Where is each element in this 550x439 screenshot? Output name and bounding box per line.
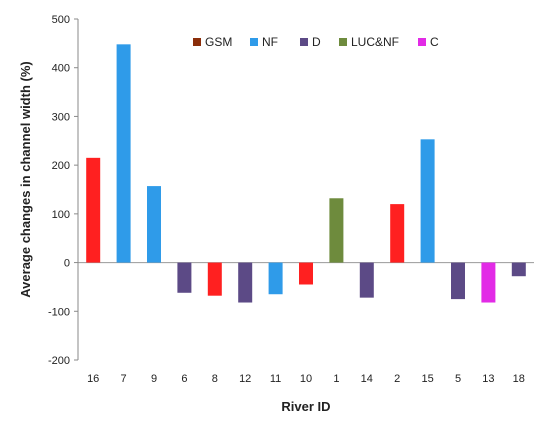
- y-axis-title: Average changes in channel width (%): [18, 61, 33, 297]
- bar-6: [177, 262, 192, 293]
- legend-swatch-gsm: [193, 38, 201, 46]
- x-tick-label: 12: [239, 373, 251, 385]
- bar-7: [116, 44, 131, 263]
- legend-label: D: [312, 35, 321, 49]
- bar-13: [481, 262, 496, 303]
- x-tick-label: 13: [482, 373, 494, 385]
- bar-2: [390, 204, 405, 263]
- y-tick-label: 0: [64, 258, 70, 270]
- x-axis-title: River ID: [281, 399, 330, 414]
- x-tick-label: 16: [87, 373, 99, 385]
- bars: [86, 44, 526, 303]
- x-tick-label: 11: [270, 373, 281, 385]
- legend-swatch-d: [300, 38, 308, 46]
- x-tick-label: 2: [394, 373, 400, 385]
- bar-14: [359, 262, 374, 298]
- legend-swatch-luc-nf: [339, 38, 347, 46]
- legend-label: LUC&NF: [351, 35, 399, 49]
- x-tick-label: 8: [212, 373, 218, 385]
- x-tick-label: 18: [513, 373, 525, 385]
- legend-swatch-nf: [250, 38, 258, 46]
- bar-16: [86, 157, 101, 263]
- bar-18: [511, 262, 526, 277]
- x-tick-label: 14: [361, 373, 373, 385]
- x-tick-label: 6: [181, 373, 187, 385]
- x-tick-label: 7: [121, 373, 127, 385]
- legend: GSM NF D LUC&NF C: [193, 35, 439, 49]
- y-tick-label: -100: [48, 306, 70, 318]
- y-tick-label: -200: [48, 355, 70, 367]
- y-tick-label: 100: [52, 209, 70, 221]
- x-tick-label: 5: [455, 373, 461, 385]
- bar-11: [268, 262, 283, 295]
- y-axis-ticks: -200 -100 0 100 200 300 400 500: [48, 14, 78, 367]
- x-tick-label: 15: [421, 373, 433, 385]
- bar-15: [420, 139, 435, 263]
- bar-10: [299, 262, 313, 285]
- x-axis-ticks: 16 7 9 6 8 12 11 10 1 14 2 15 5 13 18: [87, 373, 525, 385]
- legend-label: C: [430, 35, 439, 49]
- bar-9: [147, 186, 161, 263]
- bar-8: [207, 262, 222, 296]
- y-tick-label: 300: [52, 111, 70, 123]
- x-tick-label: 1: [333, 373, 339, 385]
- legend-swatch-c: [418, 38, 426, 46]
- legend-label: GSM: [205, 35, 232, 49]
- bar-1: [329, 198, 344, 263]
- bar-5: [451, 262, 465, 300]
- legend-label: NF: [262, 35, 278, 49]
- y-tick-label: 500: [52, 14, 70, 26]
- bar-12: [238, 262, 253, 303]
- x-tick-label: 9: [151, 373, 157, 385]
- y-tick-label: 200: [52, 160, 70, 172]
- x-tick-label: 10: [300, 373, 312, 385]
- y-tick-label: 400: [52, 63, 70, 75]
